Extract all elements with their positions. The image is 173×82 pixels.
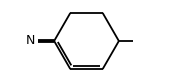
Text: N: N <box>26 35 35 47</box>
